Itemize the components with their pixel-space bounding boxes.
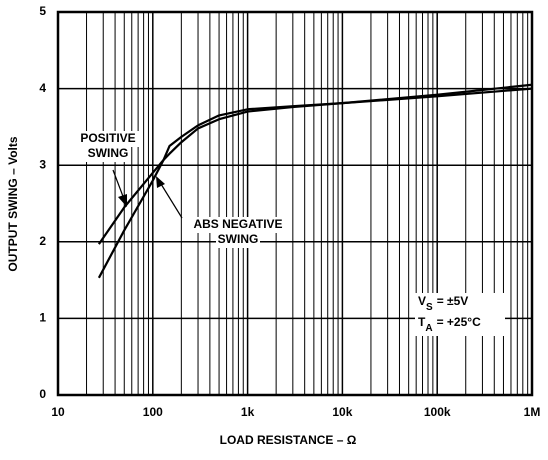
annotation: SWING — [88, 146, 129, 160]
condition: TA = +25°C — [418, 315, 481, 333]
label-background — [74, 131, 142, 147]
annotation: SWING — [218, 232, 259, 246]
series-line — [97, 87, 533, 245]
y-tick-label: 3 — [39, 157, 46, 171]
plot-frame — [56, 10, 534, 397]
y-tick-label: 4 — [39, 81, 46, 95]
condition-subscript: A — [425, 323, 432, 334]
series-line — [97, 83, 533, 279]
condition-subscript: S — [426, 302, 433, 313]
label-background — [415, 314, 505, 336]
label-background — [415, 293, 505, 315]
y-tick-label: 0 — [39, 387, 46, 401]
y-tick-label: 1 — [39, 311, 46, 325]
annotation: POSITIVE — [80, 131, 135, 145]
x-axis-label: LOAD RESISTANCE – Ω — [220, 433, 357, 447]
label-background — [189, 217, 287, 233]
x-tick-label: 100k — [424, 405, 451, 419]
condition-value: = +25°C — [437, 315, 481, 329]
label-background — [216, 232, 260, 248]
x-tick-label: 10 — [51, 405, 65, 419]
x-tick-label: 1k — [241, 405, 255, 419]
annotation: ABS NEGATIVE — [193, 217, 282, 231]
y-tick-label: 5 — [39, 4, 46, 18]
annotation-arrow — [160, 183, 183, 219]
y-axis-label: OUTPUT SWING – Volts — [6, 136, 20, 271]
y-tick-label: 2 — [39, 234, 46, 248]
x-tick-label: 100 — [143, 405, 163, 419]
arrow-head — [156, 176, 165, 188]
condition-symbol: V — [418, 294, 426, 308]
x-tick-label: 1M — [524, 405, 541, 419]
x-tick-label: 10k — [332, 405, 352, 419]
condition-value: = ±5V — [437, 294, 469, 308]
label-background — [86, 146, 130, 162]
condition-symbol: T — [418, 315, 426, 329]
condition: VS = ±5V — [418, 294, 468, 312]
